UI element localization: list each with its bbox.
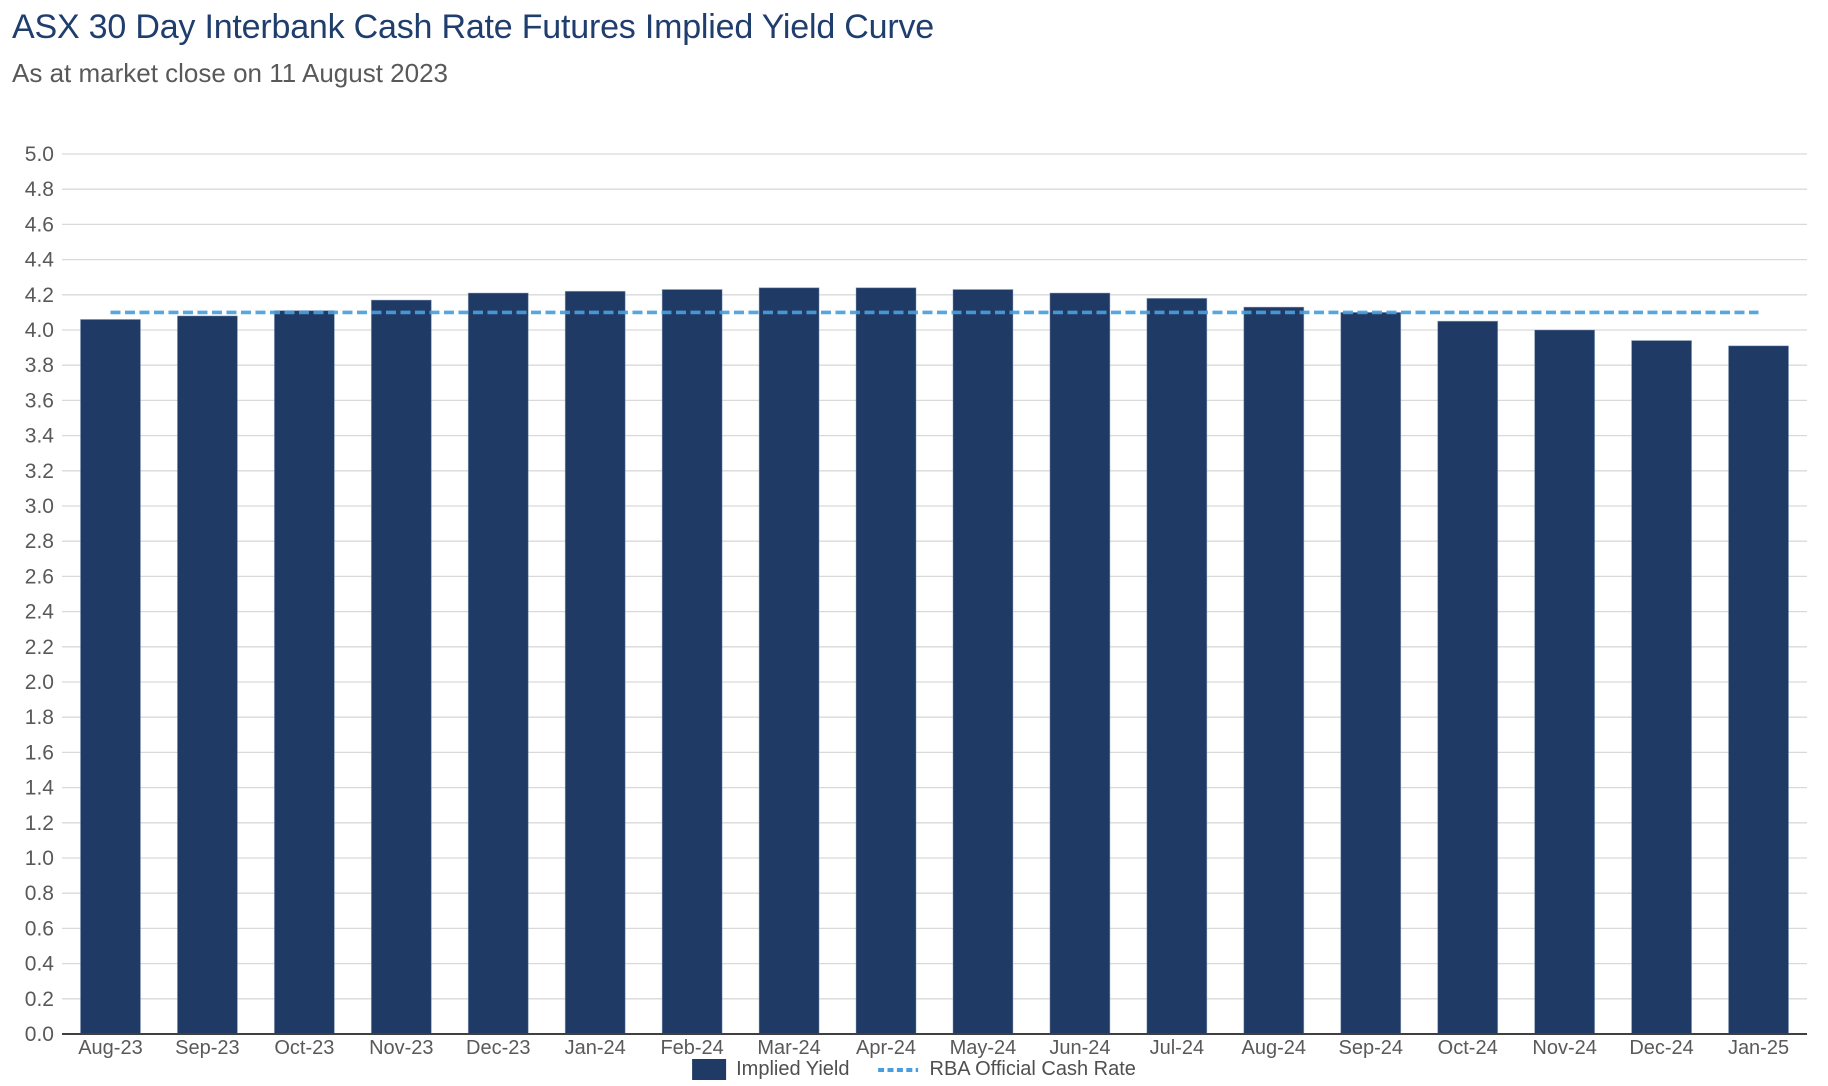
x-tick-label-Nov-24: Nov-24	[1532, 1037, 1596, 1059]
x-tick-label-Mar-24: Mar-24	[757, 1037, 820, 1059]
y-tick-label-2.2: 2.2	[25, 636, 54, 659]
y-tick-label-1.2: 1.2	[25, 812, 54, 835]
bar-Nov-23	[370, 299, 432, 1035]
y-tick-label-4.0: 4.0	[25, 319, 54, 342]
y-tick-label-3.0: 3.0	[25, 495, 54, 518]
y-tick-label-1.4: 1.4	[25, 777, 55, 800]
bar-May-24	[952, 289, 1014, 1035]
y-tick-label-3.2: 3.2	[25, 460, 54, 483]
y-tick-label-3.6: 3.6	[25, 389, 54, 412]
bar-Jun-24	[1049, 292, 1111, 1035]
bar-Oct-24	[1437, 320, 1499, 1035]
y-tick-label-1.6: 1.6	[25, 741, 54, 764]
y-tick-label-3.4: 3.4	[25, 425, 55, 448]
y-tick-label-2.0: 2.0	[25, 671, 54, 694]
x-tick-label-Jan-25: Jan-25	[1728, 1037, 1789, 1059]
bar-Nov-24	[1534, 329, 1596, 1035]
y-tick-label-0.2: 0.2	[25, 988, 54, 1011]
bar-Aug-23	[80, 319, 141, 1035]
y-tick-label-2.4: 2.4	[25, 601, 55, 624]
y-tick-label-3.8: 3.8	[25, 354, 54, 377]
bar-Oct-23	[273, 310, 335, 1035]
x-tick-label-Feb-24: Feb-24	[660, 1037, 723, 1059]
bar-Apr-24	[855, 287, 917, 1035]
bar-Aug-24	[1243, 306, 1305, 1035]
x-tick-label-Aug-24: Aug-24	[1242, 1037, 1307, 1059]
y-tick-label-4.2: 4.2	[25, 284, 54, 307]
chart-legend: Implied Yield RBA Official Cash Rate	[692, 1058, 1136, 1081]
y-tick-label-4.6: 4.6	[25, 213, 54, 236]
bar-Jul-24	[1146, 297, 1208, 1035]
bar-Dec-24	[1631, 340, 1692, 1035]
x-tick-label-Sep-23: Sep-23	[175, 1037, 240, 1059]
x-tick-label-Oct-23: Oct-23	[274, 1037, 334, 1059]
y-tick-label-2.6: 2.6	[25, 565, 54, 588]
y-tick-label-2.8: 2.8	[25, 530, 54, 553]
y-tick-label-1.8: 1.8	[25, 706, 54, 729]
y-tick-label-0.8: 0.8	[25, 882, 54, 905]
y-tick-label-4.4: 4.4	[25, 249, 55, 272]
x-tick-label-May-24: May-24	[950, 1037, 1017, 1059]
bar-Sep-24	[1340, 311, 1402, 1035]
chart-subtitle: As at market close on 11 August 2023	[12, 58, 449, 88]
bar-Dec-23	[467, 292, 529, 1035]
x-tick-label-Oct-24: Oct-24	[1438, 1037, 1498, 1059]
y-tick-label-0.0: 0.0	[25, 1023, 54, 1046]
bar-Mar-24	[758, 287, 820, 1035]
y-tick-label-0.6: 0.6	[25, 917, 54, 940]
implied-yield-legend-label: Implied Yield	[736, 1058, 850, 1080]
bar-Jan-25	[1728, 345, 1789, 1035]
implied-yield-swatch	[692, 1059, 727, 1080]
x-tick-label-Nov-23: Nov-23	[369, 1037, 433, 1059]
x-tick-label-Dec-23: Dec-23	[466, 1037, 530, 1059]
x-tick-label-Aug-23: Aug-23	[78, 1037, 143, 1059]
x-tick-label-Jun-24: Jun-24	[1049, 1037, 1110, 1059]
y-tick-label-0.4: 0.4	[25, 953, 55, 976]
x-tick-label-Dec-24: Dec-24	[1629, 1037, 1693, 1059]
chart-title: ASX 30 Day Interbank Cash Rate Futures I…	[12, 8, 934, 46]
x-tick-label-Jan-24: Jan-24	[565, 1037, 626, 1059]
x-tick-label-Sep-24: Sep-24	[1339, 1037, 1404, 1059]
rba-legend-label: RBA Official Cash Rate	[929, 1058, 1136, 1080]
x-tick-label-Jul-24: Jul-24	[1150, 1037, 1204, 1059]
bar-Feb-24	[661, 289, 723, 1035]
bar-Sep-23	[177, 315, 238, 1035]
x-tick-label-Apr-24: Apr-24	[856, 1037, 916, 1059]
y-tick-label-1.0: 1.0	[25, 847, 54, 870]
y-tick-label-4.8: 4.8	[25, 178, 54, 201]
y-tick-label-5.0: 5.0	[25, 143, 54, 166]
rba-line-swatch	[878, 1067, 919, 1072]
bar-Jan-24	[564, 290, 626, 1035]
